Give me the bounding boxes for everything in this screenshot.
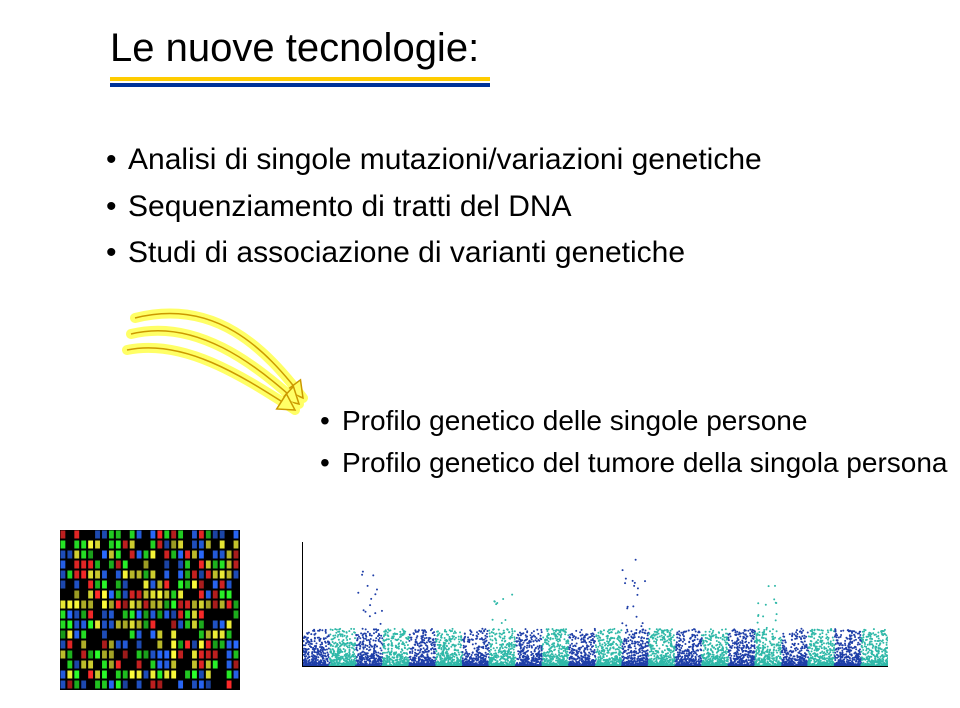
underline-bottom (110, 83, 490, 87)
plot-axes (302, 542, 888, 667)
curved-arrows (115, 308, 315, 438)
manhattan-plot (260, 520, 900, 695)
plot-canvas (303, 542, 888, 666)
list-item: Profilo genetico del tumore della singol… (320, 442, 948, 484)
title-block: Le nuove tecnologie: (110, 26, 910, 87)
bullet-list-top: Analisi di singole mutazioni/variazioni … (106, 137, 910, 277)
list-item: Profilo genetico delle singole persone (320, 400, 948, 442)
bullet-list-bottom: Profilo genetico delle singole persone P… (320, 400, 948, 484)
list-item: Studi di associazione di varianti geneti… (106, 230, 910, 277)
title-underline (110, 77, 910, 87)
list-item: Sequenziamento di tratti del DNA (106, 184, 910, 231)
slide: Le nuove tecnologie: Analisi di singole … (0, 0, 960, 708)
slide-title: Le nuove tecnologie: (110, 26, 910, 71)
underline-top (110, 77, 490, 81)
sequencing-image (60, 530, 240, 690)
list-item: Analisi di singole mutazioni/variazioni … (106, 137, 910, 184)
